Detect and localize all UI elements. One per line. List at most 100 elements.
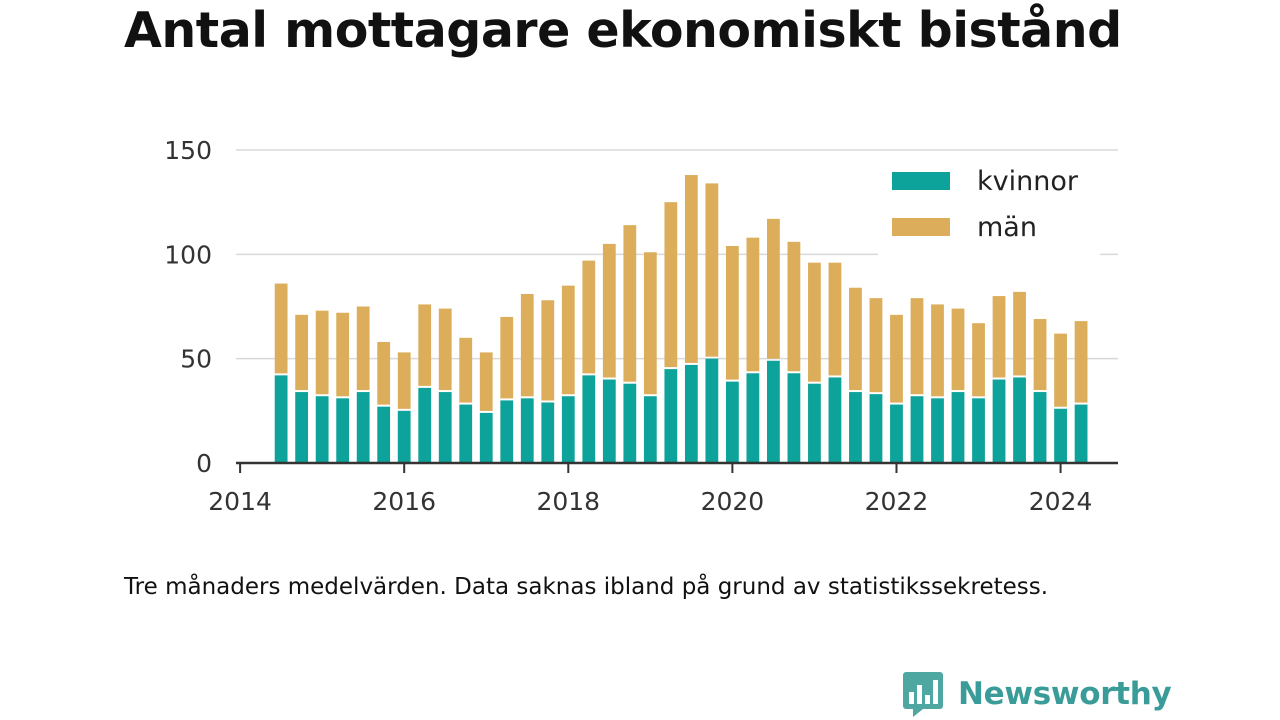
bar-man: [459, 337, 473, 403]
legend-label: män: [977, 212, 1037, 243]
bar-kvinnor: [725, 381, 739, 463]
newsworthy-logo-icon: [903, 672, 943, 717]
bar-kvinnor: [520, 398, 534, 463]
bar-kvinnor: [397, 410, 411, 463]
bar-man: [438, 308, 452, 391]
brand-name: Newsworthy: [958, 676, 1172, 712]
bar-man: [541, 300, 555, 401]
bar-man: [767, 218, 780, 359]
bar-man: [890, 314, 903, 403]
footnote: Tre månaders medelvärden. Data saknas ib…: [124, 574, 1049, 600]
x-tick-label: 2024: [1029, 487, 1093, 516]
bar-man: [479, 352, 493, 411]
bar-man: [1054, 333, 1067, 407]
bar-kvinnor: [910, 396, 924, 463]
x-tick-label: 2020: [701, 487, 765, 516]
bar-kvinnor: [274, 375, 288, 463]
bar-man: [992, 296, 1006, 378]
bar-man: [1013, 291, 1026, 376]
bar-man: [684, 175, 698, 363]
bar-man: [315, 310, 329, 395]
bar-kvinnor: [808, 383, 821, 463]
bar-man: [602, 243, 616, 378]
bar-man: [582, 260, 596, 374]
bar-man: [910, 298, 924, 395]
bar-kvinnor: [479, 412, 493, 463]
bar-kvinnor: [377, 406, 391, 463]
bar-kvinnor: [561, 396, 575, 463]
bar-man: [418, 304, 432, 386]
bar-man: [664, 202, 678, 368]
bar-man: [643, 252, 657, 395]
bar-man: [931, 304, 944, 397]
bar-kvinnor: [972, 398, 985, 463]
bar-kvinnor: [746, 373, 760, 463]
bar-man: [500, 316, 514, 399]
bar-kvinnor: [500, 400, 514, 463]
bar-man: [356, 306, 370, 391]
y-tick-label: 50: [180, 345, 212, 374]
bar-man: [520, 293, 534, 397]
bar-kvinnor: [459, 404, 473, 463]
bar-man: [972, 323, 985, 397]
bar-man: [746, 237, 760, 372]
brand-logo[interactable]: Newsworthy: [902, 670, 1172, 718]
stacked-bar-chart: 0 50 100 150 2014 2016 2018 2020 2022 2024 kvinno…: [164, 136, 1118, 516]
bar-kvinnor: [356, 392, 370, 463]
legend-swatch: [892, 218, 950, 236]
chart-title: Antal mottagare ekonomiskt bistånd: [124, 2, 1122, 59]
y-tick-label: 0: [196, 449, 212, 478]
bar-kvinnor: [623, 383, 637, 463]
bar-kvinnor: [295, 392, 309, 463]
bar-man: [705, 183, 719, 357]
bar-kvinnor: [951, 392, 965, 463]
legend-swatch: [892, 172, 950, 190]
bar-man: [808, 262, 821, 382]
bar-kvinnor: [1033, 392, 1047, 463]
bar-kvinnor: [336, 398, 350, 463]
bar-man: [787, 241, 801, 372]
bar-man: [951, 308, 965, 391]
legend-label: kvinnor: [977, 166, 1079, 197]
bar-kvinnor: [664, 369, 678, 463]
bar-kvinnor: [1054, 408, 1067, 463]
bar-man: [336, 312, 350, 397]
x-tick-label: 2022: [865, 487, 929, 516]
bar-man: [377, 341, 391, 405]
y-tick-label: 150: [164, 136, 212, 165]
bar-kvinnor: [767, 360, 780, 463]
bar-man: [1033, 319, 1047, 391]
y-tick-label: 100: [164, 240, 212, 269]
bar-kvinnor: [438, 392, 452, 463]
bar-kvinnor: [931, 398, 944, 463]
bars: [274, 175, 1088, 463]
bar-man: [295, 314, 309, 391]
bar-man: [725, 245, 739, 380]
bar-man: [869, 298, 883, 393]
bar-kvinnor: [992, 379, 1006, 463]
bar-kvinnor: [787, 373, 801, 463]
bar-kvinnor: [1013, 377, 1026, 463]
bar-kvinnor: [849, 392, 862, 463]
bar-man: [397, 352, 411, 409]
bar-kvinnor: [869, 394, 883, 463]
bar-man: [561, 285, 575, 395]
bar-kvinnor: [643, 396, 657, 463]
bar-man: [828, 262, 842, 376]
bar-kvinnor: [705, 358, 719, 463]
x-tick-label: 2014: [208, 487, 272, 516]
bar-kvinnor: [828, 377, 842, 463]
bar-kvinnor: [541, 402, 555, 463]
bar-man: [1074, 321, 1088, 403]
bar-kvinnor: [315, 396, 329, 463]
axes: 0 50 100 150 2014 2016 2018 2020 2022 2024: [164, 136, 1118, 516]
bar-kvinnor: [418, 387, 432, 463]
bar-man: [623, 225, 637, 382]
bar-man: [849, 287, 862, 391]
bar-kvinnor: [602, 379, 616, 463]
x-tick-label: 2016: [372, 487, 436, 516]
bar-kvinnor: [582, 375, 596, 463]
bar-kvinnor: [684, 364, 698, 463]
x-tick-label: 2018: [536, 487, 600, 516]
bar-kvinnor: [1074, 404, 1088, 463]
